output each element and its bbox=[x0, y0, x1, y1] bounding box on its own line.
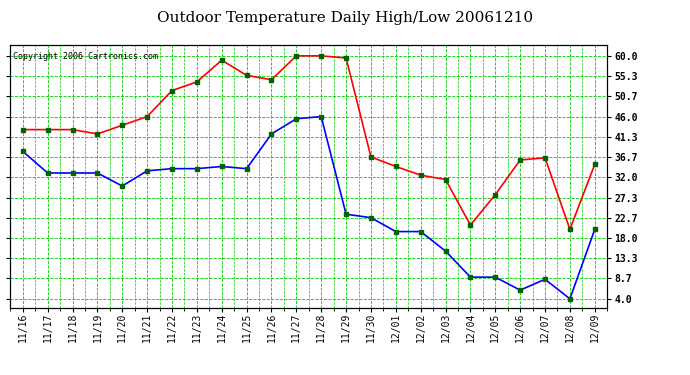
Text: Outdoor Temperature Daily High/Low 20061210: Outdoor Temperature Daily High/Low 20061… bbox=[157, 11, 533, 25]
Text: Copyright 2006 Cartronics.com: Copyright 2006 Cartronics.com bbox=[13, 52, 158, 61]
